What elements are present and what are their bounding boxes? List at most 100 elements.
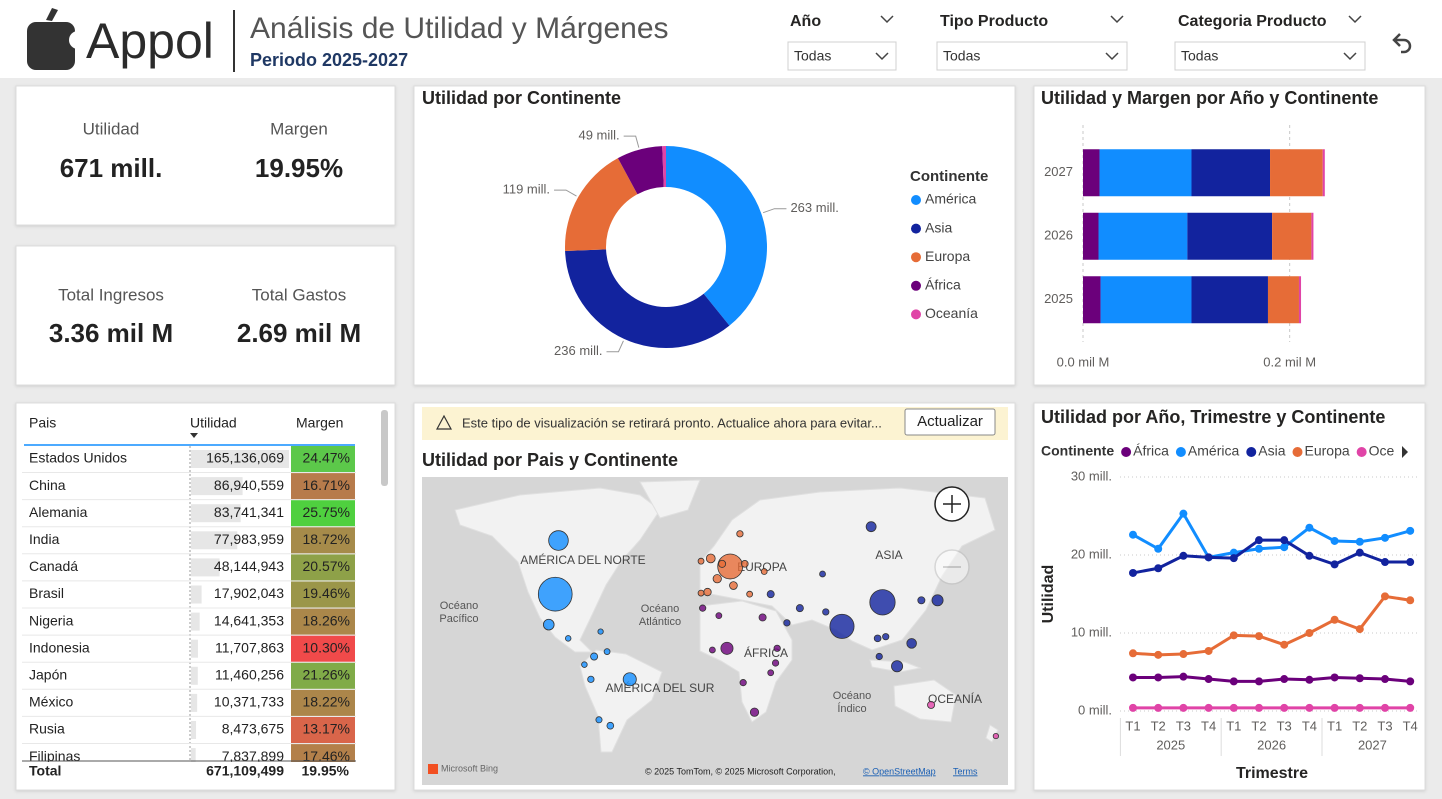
data-bar [191, 504, 241, 523]
x-tick-label: T2 [1251, 718, 1266, 733]
bubble [767, 669, 775, 677]
warning-icon [435, 414, 453, 430]
leader-line [554, 189, 577, 197]
series-point [1381, 592, 1389, 601]
bubble [587, 675, 595, 683]
column-header[interactable]: Margen [296, 415, 343, 431]
cell-margen-bg [291, 446, 355, 472]
series-point [1154, 650, 1163, 659]
column-header[interactable]: Utilidad [190, 415, 237, 431]
bubble [739, 679, 747, 687]
bubble [931, 594, 944, 607]
bubble [603, 648, 611, 655]
series-point [1229, 677, 1238, 686]
map[interactable]: AMÉRICA DEL NORTE EUROPA ASIA ÁFRICA AMÉRICA… [422, 477, 1008, 785]
update-button[interactable] [904, 408, 996, 436]
donut-slice [662, 146, 666, 188]
legend-title: Continente [1041, 443, 1114, 459]
undo-button[interactable] [1392, 33, 1412, 54]
series-point [1179, 551, 1188, 560]
land-africa [699, 600, 793, 723]
bar-segment [1099, 149, 1192, 197]
total-utilidad: 671,109,499 [206, 763, 284, 779]
chevron [1348, 15, 1362, 24]
chart-title: Utilidad por Año, Trimestre y Continente [1041, 407, 1385, 427]
y-tick-label: 30 mill. [1071, 468, 1112, 483]
filter[interactable]: Año Todas [787, 13, 897, 71]
series-point [1255, 536, 1263, 545]
y-tick-label: 2025 [1044, 291, 1073, 306]
filter-label: Tipo Producto [940, 13, 1048, 30]
dropdown-value: Todas [943, 48, 980, 64]
notice-text: Este tipo de visualización se retirará p… [462, 415, 882, 430]
x-tick-label: T1 [1226, 718, 1241, 733]
series-point [1406, 526, 1415, 535]
chart-title: Utilidad y Margen por Año y Continente [1041, 88, 1378, 108]
cell-utilidad: 48,144,943 [214, 558, 284, 574]
filter[interactable]: Categoria Producto Todas [1174, 13, 1366, 71]
map-provider: Microsoft Bing [441, 763, 498, 773]
series-point [1179, 509, 1188, 518]
legend-entry: África [1133, 443, 1169, 459]
x-tick-label: T4 [1201, 718, 1216, 733]
series-point [1280, 703, 1289, 712]
land-south-america [579, 649, 663, 753]
bubble [581, 661, 588, 668]
x-tick-label: 0.0 mil M [1057, 354, 1110, 369]
chevron [875, 52, 889, 61]
series-line [1133, 675, 1411, 683]
zoom-out[interactable] [934, 549, 970, 585]
update-button-label[interactable]: Actualizar [917, 413, 983, 430]
dropdown[interactable] [1174, 41, 1366, 71]
cell-margen: 25.75% [303, 504, 350, 520]
bubble [697, 589, 705, 597]
filter[interactable]: Tipo Producto Todas [936, 13, 1128, 71]
leader-line [606, 340, 624, 353]
cell-margen-bg [291, 581, 355, 608]
bubble [597, 628, 604, 635]
series-point [1305, 629, 1314, 637]
map-terms[interactable]: Terms [953, 766, 978, 776]
bar-segment [1191, 276, 1268, 324]
x-tick-label: T3 [1176, 718, 1191, 733]
map-osm[interactable]: © OpenStreetMap [863, 766, 936, 776]
ocean-label: Océano [440, 600, 479, 612]
logo-icon [27, 8, 87, 70]
logo-body [27, 22, 75, 70]
bubble [906, 638, 917, 649]
bubble [709, 646, 716, 654]
series-point [1229, 703, 1238, 712]
series-point [1204, 646, 1213, 655]
scrollbar[interactable] [381, 410, 388, 486]
bubble [703, 587, 712, 597]
series-point [1255, 544, 1263, 553]
series-point [1330, 703, 1339, 712]
region-label: EUROPA [737, 560, 787, 574]
cell-margen: 18.72% [303, 531, 350, 547]
series-point [1355, 548, 1364, 557]
line-card [1033, 402, 1426, 791]
y-tick-label: 2027 [1044, 164, 1073, 179]
cell-margen: 18.26% [303, 612, 350, 628]
data-bar [191, 693, 198, 712]
bubble [736, 530, 744, 538]
dropdown[interactable] [936, 41, 1128, 71]
y-tick-label: 0 mill. [1078, 702, 1112, 717]
legend-marker [911, 195, 921, 205]
series-point [1305, 675, 1314, 684]
cell-margen-bg [291, 473, 355, 500]
series-line [1132, 594, 1411, 657]
cell-utilidad: 17,902,043 [214, 585, 284, 601]
column-header[interactable]: Pais [29, 415, 56, 431]
data-bar [191, 450, 289, 468]
cell-margen: 17.46% [303, 748, 350, 764]
bar-segment [1191, 149, 1271, 197]
bubble [927, 700, 936, 709]
bubble [746, 590, 754, 598]
cell-pais: Alemania [29, 504, 88, 520]
series-line [1132, 510, 1411, 560]
series-point [1129, 530, 1137, 539]
y-tick-label: 10 mill. [1071, 624, 1112, 639]
zoom-in[interactable] [934, 486, 970, 522]
chevron [1343, 52, 1357, 61]
